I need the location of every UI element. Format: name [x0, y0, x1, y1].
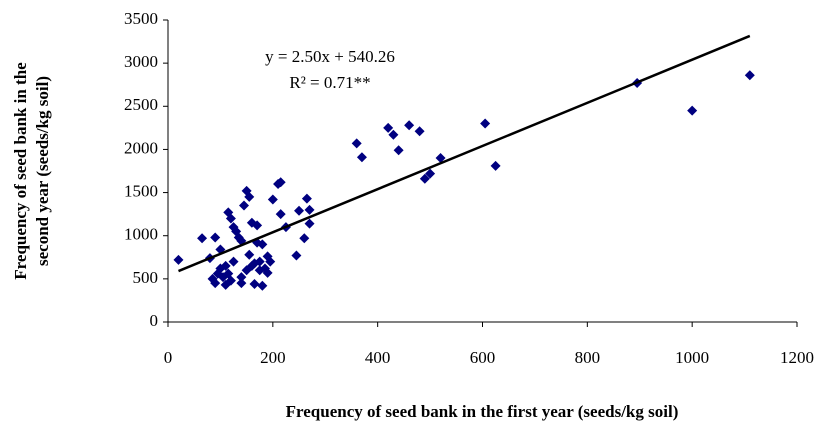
point	[414, 126, 425, 137]
point	[388, 129, 399, 140]
point	[425, 168, 436, 179]
point	[197, 233, 208, 244]
point	[275, 209, 286, 220]
point	[265, 256, 276, 267]
point	[490, 160, 501, 171]
point	[225, 213, 236, 224]
point	[299, 233, 310, 244]
point	[210, 278, 221, 289]
point	[744, 70, 755, 81]
point	[244, 191, 255, 202]
point	[275, 177, 286, 188]
point	[244, 249, 255, 260]
x-tick-label: 200	[260, 348, 286, 367]
r-squared: R² = 0.71**	[289, 73, 370, 92]
x-tick-label: 800	[575, 348, 601, 367]
point	[404, 120, 415, 131]
point	[301, 193, 312, 204]
point	[210, 232, 221, 243]
point	[249, 279, 260, 290]
point	[254, 256, 265, 267]
x-tick-label: 1200	[780, 348, 814, 367]
y-tick-label: 2000	[124, 138, 158, 157]
point	[257, 239, 268, 250]
x-tick-label: 400	[365, 348, 391, 367]
x-tick-label: 0	[164, 348, 173, 367]
x-axis-title: Frequency of seed bank in the first year…	[286, 402, 679, 421]
x-tick-label: 1000	[675, 348, 709, 367]
point	[236, 272, 247, 283]
y-tick-label: 1000	[124, 225, 158, 244]
point	[239, 200, 250, 211]
point	[383, 122, 394, 133]
point	[435, 153, 446, 164]
y-tick-label: 3500	[124, 9, 158, 28]
point	[687, 105, 698, 116]
point	[351, 138, 362, 149]
point	[252, 220, 263, 231]
point	[294, 205, 305, 216]
point	[257, 280, 268, 291]
point	[220, 260, 231, 271]
point	[236, 278, 247, 289]
y-axis-title: Frequency of seed bank in the	[11, 62, 30, 280]
y-tick-label: 2500	[124, 95, 158, 114]
point	[356, 152, 367, 163]
y-tick-label: 3000	[124, 52, 158, 71]
trendline	[178, 34, 751, 273]
point	[304, 218, 315, 229]
point	[262, 267, 273, 278]
y-axis-title: second year (seeds/kg soil)	[33, 76, 52, 266]
point	[225, 275, 236, 286]
point	[480, 118, 491, 129]
point	[393, 145, 404, 156]
y-tick-label: 1500	[124, 181, 158, 200]
y-tick-label: 500	[133, 268, 159, 287]
equation: y = 2.50x + 540.26	[265, 47, 395, 66]
x-tick-label: 600	[470, 348, 496, 367]
y-tick-label: 0	[150, 311, 159, 330]
point	[267, 194, 278, 205]
point	[228, 256, 239, 267]
point	[304, 204, 315, 215]
point	[173, 254, 184, 265]
point	[291, 250, 302, 261]
point	[419, 173, 430, 184]
